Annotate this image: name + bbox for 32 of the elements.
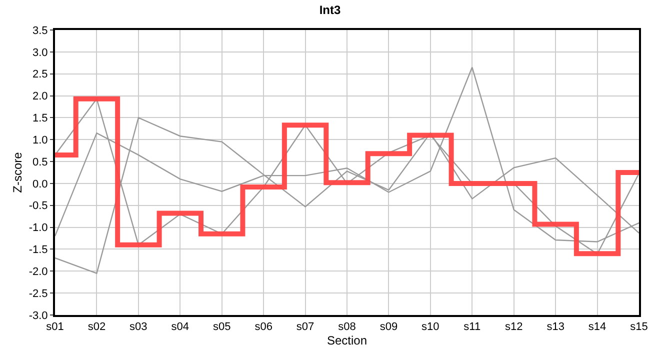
x-tick-label: s07 [296, 321, 314, 334]
y-tick-label: 2.0 [32, 90, 48, 103]
x-tick-label: s09 [380, 321, 398, 334]
x-tick-label: s08 [338, 321, 356, 334]
x-tick-label: s06 [254, 321, 272, 334]
x-tick-label: s11 [464, 321, 481, 334]
x-tick-label: s12 [504, 321, 523, 334]
x-tick-label: s13 [546, 321, 564, 334]
chart-title: Int3 [319, 2, 341, 17]
y-tick-label: -3.0 [28, 310, 48, 322]
y-tick-label: 3.0 [32, 46, 48, 59]
y-axis-title: Z-score [10, 152, 25, 193]
y-tick-label: -0.5 [28, 200, 48, 212]
x-tick-label: s02 [88, 321, 106, 334]
x-axis-title: Section [326, 334, 368, 348]
y-tick-label: -1.5 [28, 244, 48, 256]
x-tick-label: s04 [171, 321, 190, 334]
y-tick-label: 0.5 [32, 156, 48, 168]
y-tick-label: -2.0 [28, 266, 48, 278]
x-tick-label: s05 [212, 321, 231, 334]
y-tick-label: -2.5 [28, 288, 48, 300]
x-tick-label: s14 [588, 321, 606, 334]
y-tick-label: 2.5 [32, 68, 48, 81]
y-tick-label: 0.0 [32, 178, 48, 190]
y-tick-label: 1.0 [32, 134, 48, 146]
x-tick-label: s10 [422, 321, 440, 334]
y-tick-label: 3.5 [32, 24, 48, 37]
y-tick-label: -1.0 [28, 222, 48, 234]
x-tick-label: s01 [46, 321, 64, 334]
x-tick-label: s15 [630, 321, 648, 334]
x-tick-label: s03 [130, 321, 148, 334]
y-tick-label: 1.5 [32, 112, 48, 125]
